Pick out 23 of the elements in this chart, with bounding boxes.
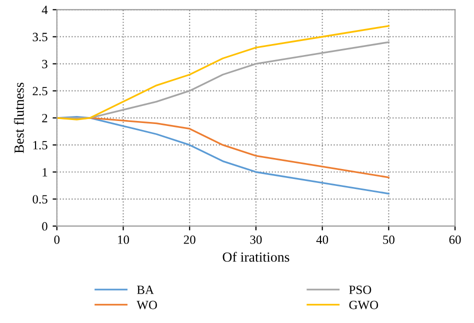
legend-label: BA <box>137 286 154 294</box>
y-tick-label: 0 <box>42 222 48 231</box>
y-axis-title: Best flutness <box>14 82 24 154</box>
legend-label: WO <box>136 300 157 310</box>
legend-label: GWO <box>349 300 378 310</box>
line-series <box>56 25 390 120</box>
y-tick-label: 2 <box>42 114 48 122</box>
legend-label: PSO <box>349 286 372 294</box>
x-tick-label: 0 <box>54 235 60 244</box>
y-tick-label: 1 <box>42 168 48 176</box>
x-tick-label: 10 <box>118 235 130 244</box>
x-axis-title: Of iratitions <box>222 252 290 262</box>
y-tick-label: 2.5 <box>32 86 48 96</box>
y-tick-label: 3.5 <box>32 32 48 42</box>
x-tick-label: 30 <box>250 235 262 244</box>
x-tick-label: 20 <box>184 235 196 244</box>
y-tick-label: 0.5 <box>32 195 48 204</box>
y-tick-label: 4 <box>42 6 48 14</box>
x-tick-label: 40 <box>316 235 328 244</box>
x-tick-label: 50 <box>383 235 394 244</box>
x-tick-label: 60 <box>449 235 461 244</box>
y-tick-label: 1.5 <box>33 141 48 150</box>
y-tick-label: 3 <box>42 60 48 68</box>
